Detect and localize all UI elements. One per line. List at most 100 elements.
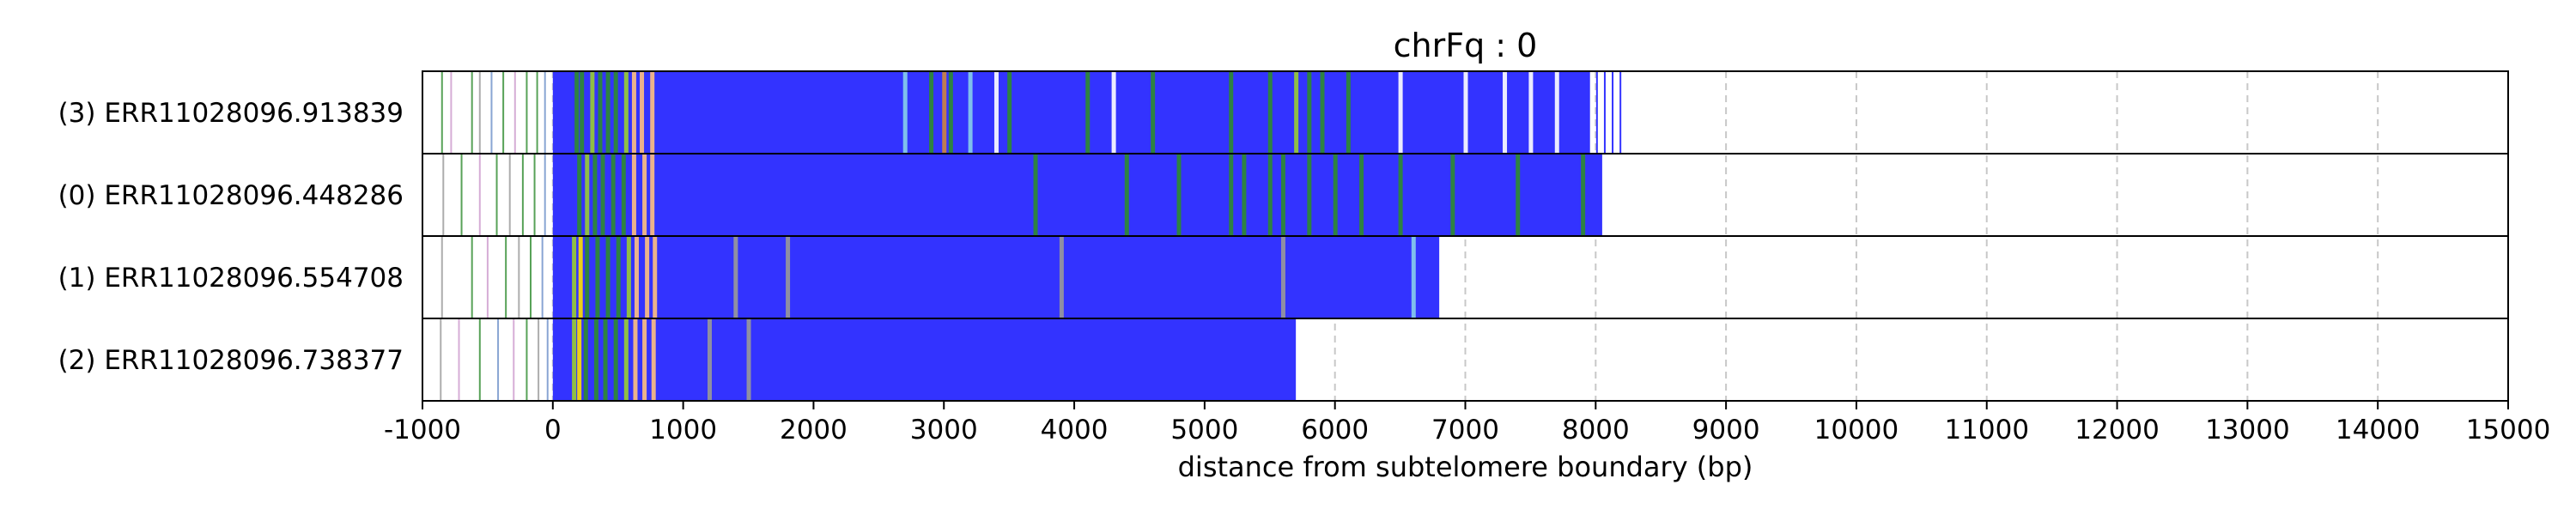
accent-stripe: [1503, 71, 1508, 154]
accent-stripe: [623, 318, 629, 401]
accent-stripe: [578, 236, 583, 318]
accent-stripe: [613, 318, 618, 401]
x-tick-label: 4000: [1041, 415, 1109, 445]
accent-stripe: [623, 71, 629, 154]
accent-stripe: [1320, 71, 1325, 154]
accent-stripe: [1229, 154, 1234, 236]
x-tick-label: 0: [544, 415, 562, 445]
accent-stripe: [993, 71, 999, 154]
accent-stripe: [1333, 154, 1338, 236]
accent-stripe: [650, 154, 655, 236]
accent-stripe: [605, 236, 611, 318]
accent-stripe: [621, 154, 626, 236]
chart-title: chrFq : 0: [1394, 27, 1538, 64]
accent-stripe: [942, 71, 947, 154]
accent-stripe: [572, 236, 577, 318]
accent-stripe: [585, 154, 590, 236]
repeat-block: [552, 318, 1297, 401]
accent-stripe: [1398, 154, 1403, 236]
accent-stripe: [577, 318, 582, 401]
accent-stripe: [1267, 154, 1273, 236]
read-track: (1) ERR11028096.554708: [58, 235, 2509, 319]
accent-stripe: [642, 154, 647, 236]
x-tick-label: 11000: [1944, 415, 2029, 445]
accent-stripe: [616, 236, 621, 318]
accent-stripe: [1267, 71, 1273, 154]
accent-stripe: [1398, 71, 1403, 154]
accent-stripe: [1229, 71, 1234, 154]
read-track: (0) ERR11028096.448286: [58, 153, 2509, 237]
x-tick-label: 9000: [1692, 415, 1760, 445]
accent-stripe: [633, 318, 638, 401]
read-track: (2) ERR11028096.738377: [58, 318, 2509, 402]
accent-stripe: [634, 236, 639, 318]
accent-stripe: [786, 236, 791, 318]
x-tick-label: 7000: [1431, 415, 1499, 445]
accent-stripe: [605, 71, 611, 154]
accent-stripe: [1346, 71, 1351, 154]
x-tick-label: 1000: [649, 415, 717, 445]
accent-stripe: [580, 71, 585, 154]
accent-stripe: [651, 318, 656, 401]
accent-stripe: [603, 318, 608, 401]
x-tick-label: 5000: [1170, 415, 1238, 445]
accent-stripe: [574, 71, 580, 154]
accent-stripe: [650, 71, 655, 154]
accent-stripe: [642, 318, 647, 401]
accent-stripe: [572, 318, 577, 401]
accent-stripe: [1528, 71, 1534, 154]
accent-stripe: [1294, 71, 1299, 154]
x-tick-label: -1000: [384, 415, 461, 445]
x-tick-label: 13000: [2205, 415, 2290, 445]
read-label: (3) ERR11028096.913839: [58, 98, 404, 129]
x-tick-label: 10000: [1814, 415, 1899, 445]
read-label: (1) ERR11028096.554708: [58, 263, 404, 294]
accent-stripe: [653, 236, 658, 318]
accent-stripe: [598, 71, 603, 154]
accent-stripe: [1242, 154, 1247, 236]
accent-stripe: [1359, 154, 1364, 236]
accent-stripe: [640, 71, 645, 154]
repeat-block: [552, 71, 1589, 154]
accent-stripe: [902, 71, 908, 154]
repeat-block: [552, 236, 1440, 318]
accent-stripe: [968, 71, 973, 154]
accent-stripe: [1085, 71, 1091, 154]
read-label: (2) ERR11028096.738377: [58, 345, 404, 376]
x-tick-label: 15000: [2466, 415, 2551, 445]
x-tick-label: 3000: [910, 415, 978, 445]
x-axis-label: distance from subtelomere boundary (bp): [1178, 451, 1753, 483]
accent-stripe: [626, 236, 631, 318]
x-tick-label: 2000: [780, 415, 848, 445]
accent-stripe: [746, 318, 751, 401]
x-tick-label: 6000: [1301, 415, 1369, 445]
read-track: (3) ERR11028096.913839: [58, 70, 2509, 154]
accent-stripe: [577, 154, 582, 236]
accent-stripe: [733, 236, 738, 318]
accent-stripe: [929, 71, 934, 154]
accent-stripe: [1111, 71, 1116, 154]
accent-stripe: [1307, 154, 1312, 236]
read-label: (0) ERR11028096.448286: [58, 180, 404, 211]
accent-stripe: [1411, 236, 1416, 318]
accent-stripe: [631, 71, 636, 154]
accent-stripe: [590, 71, 595, 154]
accent-stripe: [707, 318, 712, 401]
accent-stripe: [1581, 154, 1586, 236]
accent-stripe: [1007, 71, 1012, 154]
accent-stripe: [1059, 236, 1064, 318]
accent-stripe: [1554, 71, 1559, 154]
tracks-group: (3) ERR11028096.913839 (0) ERR11028096.44…: [58, 70, 2509, 402]
accent-stripe: [948, 71, 953, 154]
x-tick-label: 14000: [2336, 415, 2421, 445]
repeat-block: [552, 154, 1602, 236]
accent-stripe: [1280, 154, 1285, 236]
accent-stripe: [1280, 236, 1285, 318]
accent-stripe: [611, 154, 616, 236]
accent-stripe: [1033, 154, 1038, 236]
accent-stripe: [1463, 71, 1468, 154]
accent-stripe: [1307, 71, 1312, 154]
accent-stripe: [1124, 154, 1129, 236]
x-ticks-group: -1000 0 1000 2000 3000 4000 5000 6000 7000 8000 90…: [384, 401, 2550, 445]
